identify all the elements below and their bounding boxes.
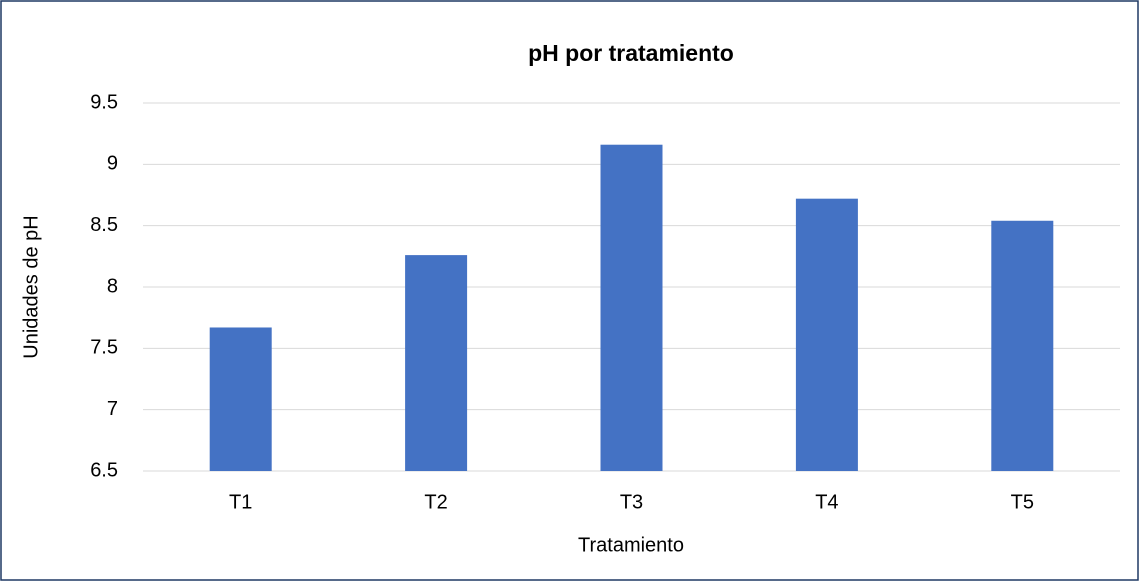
x-tick-label: T1 (229, 491, 252, 513)
bar (405, 255, 468, 471)
x-tick-label: T3 (620, 491, 643, 513)
y-tick-label: 7.5 (90, 337, 118, 359)
y-axis-label: Unidades de pH (20, 215, 42, 358)
y-tick-label: 7 (107, 398, 118, 420)
y-tick-label: 6.5 (90, 459, 118, 481)
y-tick-label: 9.5 (90, 91, 118, 113)
x-axis-label: Tratamiento (578, 534, 684, 556)
chart-title: pH por tratamiento (528, 40, 734, 66)
bar (795, 198, 858, 471)
bar (600, 144, 663, 471)
y-tick-label: 8 (107, 275, 118, 297)
x-tick-label: T2 (424, 491, 447, 513)
x-tick-label: T5 (1011, 491, 1034, 513)
bar (991, 220, 1054, 471)
y-tick-label: 8.5 (90, 214, 118, 236)
y-tick-label: 9 (107, 153, 118, 175)
x-tick-label: T4 (815, 491, 838, 513)
bar (209, 327, 272, 471)
